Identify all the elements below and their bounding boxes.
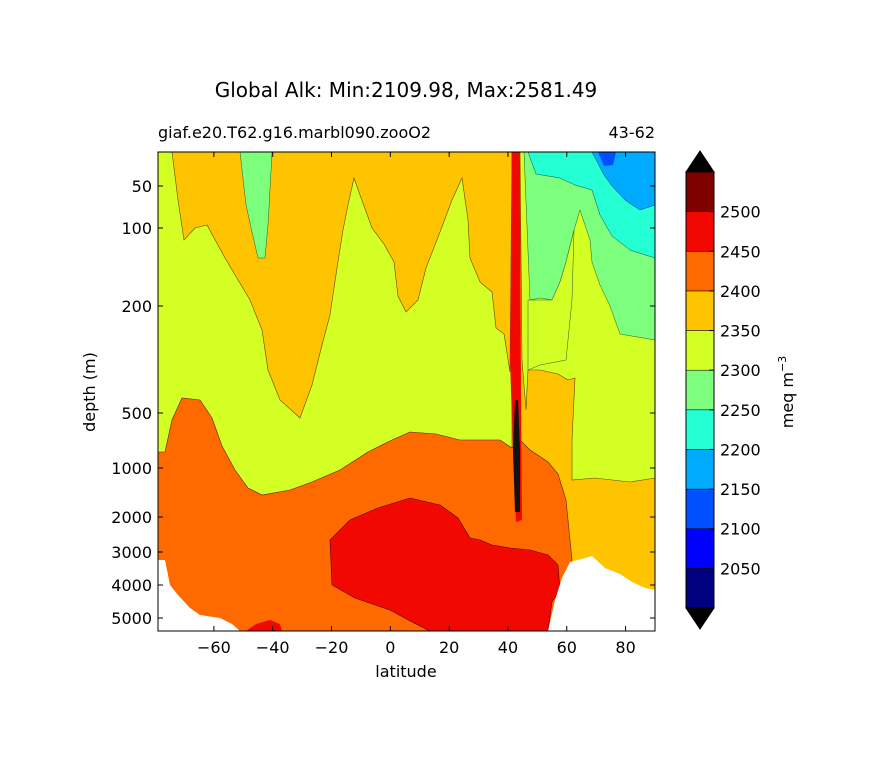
region-2450-2500 [329,497,561,631]
colorbar-tick-label: 2150 [720,480,761,499]
land-mask-left [158,560,240,631]
colorbar-frame [685,171,715,609]
region-max-column [513,400,520,512]
chart-title: Global Alk: Min:2109.98, Max:2581.49 [215,78,598,102]
land-mask-right [548,556,655,631]
colorbar-tick-label: 2400 [720,282,761,301]
colorbar-label-superscript: −3 [776,356,789,372]
x-axis-label: latitude [375,662,436,681]
colorbar-swatch [685,568,715,609]
x-tick-label: −20 [315,638,349,657]
y-tick-label: 1000 [111,459,152,478]
region-2300-column [527,229,575,371]
y-tick-label: 200 [121,297,152,316]
region-2250-2300-left [239,152,273,259]
y-tick-label: 50 [132,177,152,196]
region-2350-2400 [158,152,513,419]
y-tick-label: 4000 [111,576,152,595]
colorbar-swatch [685,488,715,529]
colorbar-tick-label: 2200 [720,440,761,459]
x-tick-label: 80 [615,638,635,657]
colorbar-tick-label: 2050 [720,559,761,578]
colorbar-swatch [685,251,715,292]
region-2150-2200-right [591,152,655,211]
contour-field [158,152,655,631]
x-axis: −60 −40 −20 0 20 40 60 80 [197,152,636,657]
colorbar-swatch [685,171,715,212]
y-axis-label: depth (m) [80,352,99,432]
y-axis: 50 100 200 500 1000 2000 3000 4000 5000 [111,177,655,628]
x-tick-label: −40 [256,638,290,657]
colorbar-label: meq m−3 [776,356,797,428]
region-2100-2150-right [598,152,616,166]
colorbar-tick-label: 2500 [720,203,761,222]
colorbar-tick-label: 2350 [720,322,761,341]
y-tick-label: 100 [121,219,152,238]
chart-subtitle-right: 43-62 [609,123,656,142]
colorbar-swatch [685,449,715,490]
colorbar-swatch [685,528,715,569]
colorbar-swatch [685,211,715,252]
y-tick-label: 500 [121,404,152,423]
colorbar-extend-high [685,150,715,173]
x-tick-label: 20 [439,638,459,657]
colorbar-tick-label: 2300 [720,361,761,380]
colorbar-swatch [685,369,715,411]
colorbar-swatch [685,290,715,331]
colorbar-swatch [685,330,715,371]
x-tick-label: 40 [498,638,518,657]
y-tick-label: 3000 [111,543,152,562]
plot-frame [157,151,656,632]
chart-subtitle-left: giaf.e20.T62.g16.marbl090.zooO2 [158,123,431,142]
colorbar-swatch [685,409,715,450]
y-tick-label: 5000 [111,609,152,628]
x-tick-label: 0 [385,638,395,657]
colorbar-tick-label: 2450 [720,242,761,261]
x-tick-label: 60 [557,638,577,657]
y-tick-label: 2000 [111,508,152,527]
colorbar-extend-low [685,607,715,630]
colorbar-tick-label: 2100 [720,520,761,539]
x-tick-label: −60 [197,638,231,657]
colorbar-tick-label: 2250 [720,401,761,420]
colorbar-label-text: meq m [778,372,797,428]
colorbar: 2050 2100 2150 2200 2250 2300 2350 2400 2450 2500 [685,150,761,630]
